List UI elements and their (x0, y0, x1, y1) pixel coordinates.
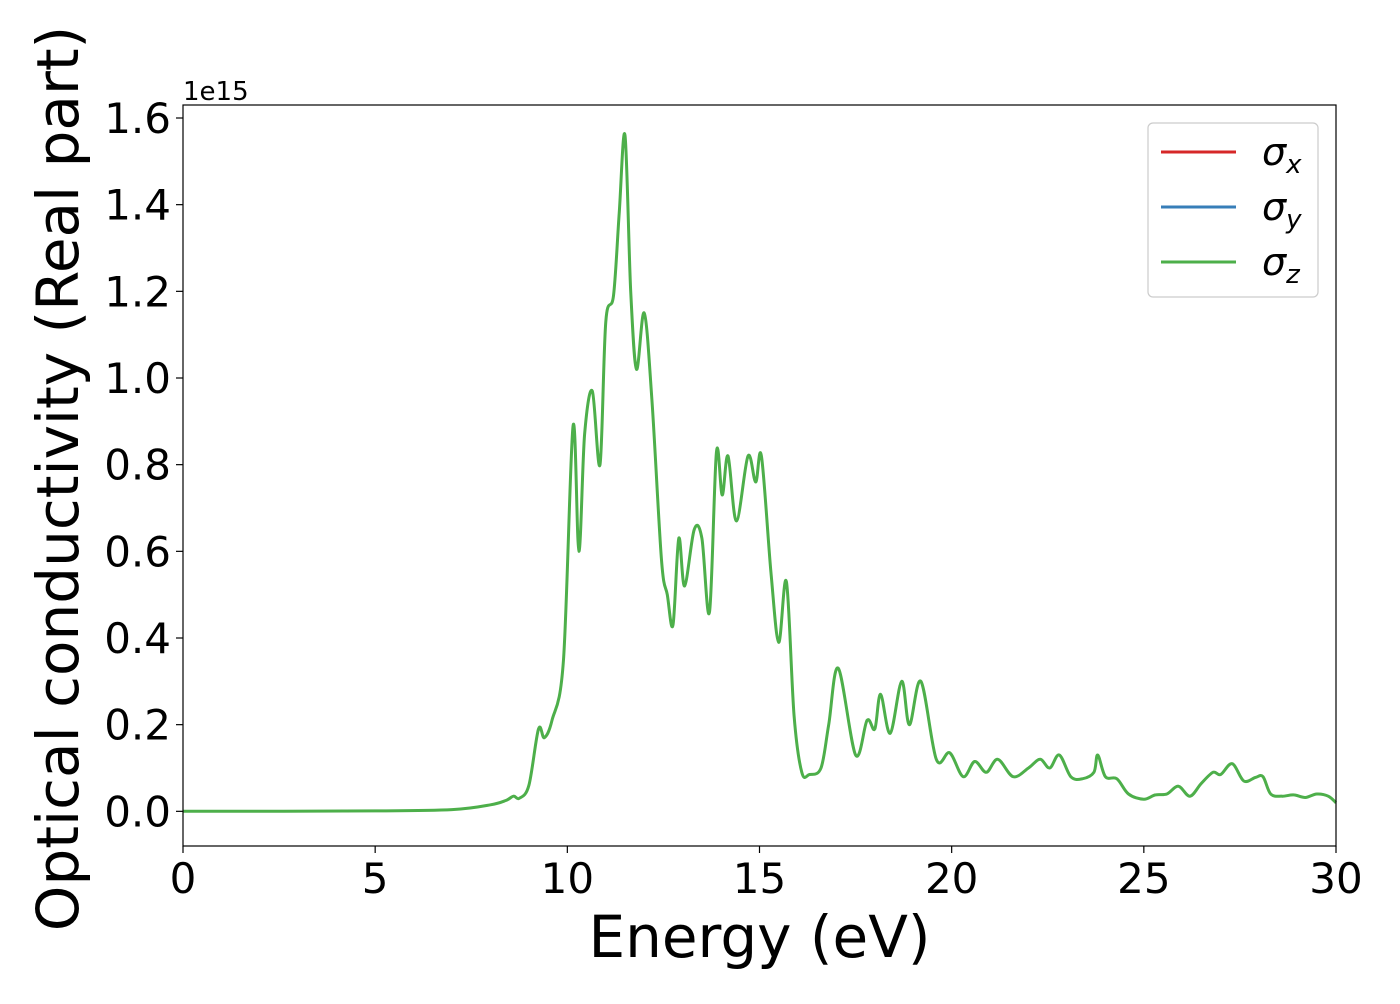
x-tick-label: 0 (170, 854, 197, 903)
legend-label-subscript: x (1285, 150, 1302, 180)
x-axis: 0 5 10 15 20 25 30 (170, 846, 1363, 903)
x-tick-label: 20 (925, 854, 978, 903)
x-tick-label: 10 (541, 854, 594, 903)
y-tick-label: 1.2 (104, 267, 171, 316)
y-axis-label: Optical conductivity (Real part) (24, 26, 92, 931)
y-tick-label: 0.6 (104, 527, 171, 576)
y-offset-label: 1e15 (183, 77, 249, 107)
y-tick-label: 0.4 (104, 614, 171, 663)
legend-label-subscript: y (1285, 205, 1302, 235)
x-tick-label: 25 (1117, 854, 1170, 903)
legend-box (1147, 122, 1319, 298)
y-tick-label: 0.0 (104, 787, 171, 836)
x-tick-label: 30 (1309, 854, 1362, 903)
series-line-0 (182, 132, 1338, 813)
y-tick-label: 1.0 (104, 354, 171, 403)
y-tick-label: 1.4 (104, 181, 171, 230)
y-axis: 0.0 0.2 0.4 0.6 0.8 1.0 1.2 1.4 1.6 (104, 94, 183, 836)
y-tick-label: 0.8 (104, 441, 171, 490)
x-tick-label: 15 (733, 854, 786, 903)
y-tick-label: 1.6 (104, 94, 171, 143)
x-tick-label: 5 (362, 854, 389, 903)
y-tick-label: 0.2 (104, 701, 171, 750)
legend-label-subscript: z (1285, 260, 1301, 290)
x-axis-label: Energy (eV) (588, 903, 930, 971)
plot-series (182, 132, 1338, 813)
